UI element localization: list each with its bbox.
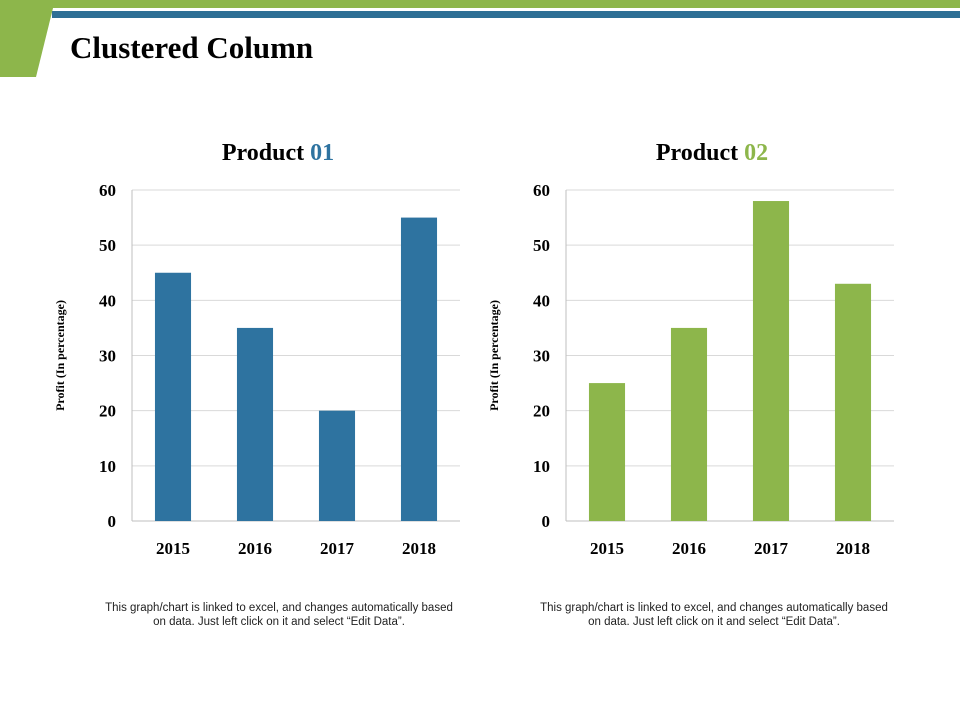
chart-product-02[interactable]: Product 02 0 10 20 30 40 50 60 Profit (In percen… <box>474 120 914 570</box>
bar-2016[interactable] <box>236 327 274 521</box>
x-tick-label: 2017 <box>754 539 789 558</box>
y-tick-label: 0 <box>542 512 551 531</box>
y-tick-label: 50 <box>99 236 116 255</box>
y-tick-label: 60 <box>99 181 116 200</box>
bar-2018[interactable] <box>400 217 438 521</box>
y-tick-label: 40 <box>99 291 116 310</box>
x-tick-label: 2015 <box>156 539 190 558</box>
page-title: Clustered Column <box>70 30 314 65</box>
bar-2015[interactable] <box>588 383 626 521</box>
x-tick-label: 2015 <box>590 539 624 558</box>
corner-accent-shape <box>0 0 55 77</box>
bar-2017[interactable] <box>752 201 790 521</box>
x-tick-label: 2016 <box>238 539 272 558</box>
y-axis-label: Profit (In percentage) <box>487 300 501 411</box>
x-tick-label: 2017 <box>320 539 355 558</box>
chart-caption-product-01: This graph/chart is linked to excel, and… <box>105 602 453 628</box>
bar-2015[interactable] <box>154 272 192 521</box>
y-tick-label: 30 <box>533 347 550 366</box>
y-tick-label: 50 <box>533 236 550 255</box>
chart-title: Product 02 <box>656 140 768 166</box>
chart-title-number: 02 <box>744 140 768 166</box>
y-tick-label: 10 <box>99 457 116 476</box>
top-accent-bar-blue <box>52 11 960 18</box>
y-tick-label: 10 <box>533 457 550 476</box>
y-tick-label: 20 <box>99 402 116 421</box>
y-tick-label: 0 <box>108 512 117 531</box>
chart-title-number: 01 <box>310 140 334 166</box>
y-tick-label: 40 <box>533 291 550 310</box>
x-tick-label: 2016 <box>672 539 706 558</box>
x-tick-label: 2018 <box>402 539 436 558</box>
chart-title-word: Product <box>222 140 310 166</box>
y-tick-label: 60 <box>533 181 550 200</box>
chart-title: Product 01 <box>222 140 334 166</box>
x-tick-label: 2018 <box>836 539 870 558</box>
top-accent-bar-green <box>0 0 960 8</box>
chart-title-word: Product <box>656 140 744 166</box>
y-axis-label: Profit (In percentage) <box>53 300 67 411</box>
y-tick-label: 20 <box>533 402 550 421</box>
bar-2017[interactable] <box>318 410 356 521</box>
bar-2016[interactable] <box>670 327 708 521</box>
bar-2018[interactable] <box>834 283 872 521</box>
chart-caption-product-02: This graph/chart is linked to excel, and… <box>540 602 888 628</box>
y-tick-label: 30 <box>99 347 116 366</box>
